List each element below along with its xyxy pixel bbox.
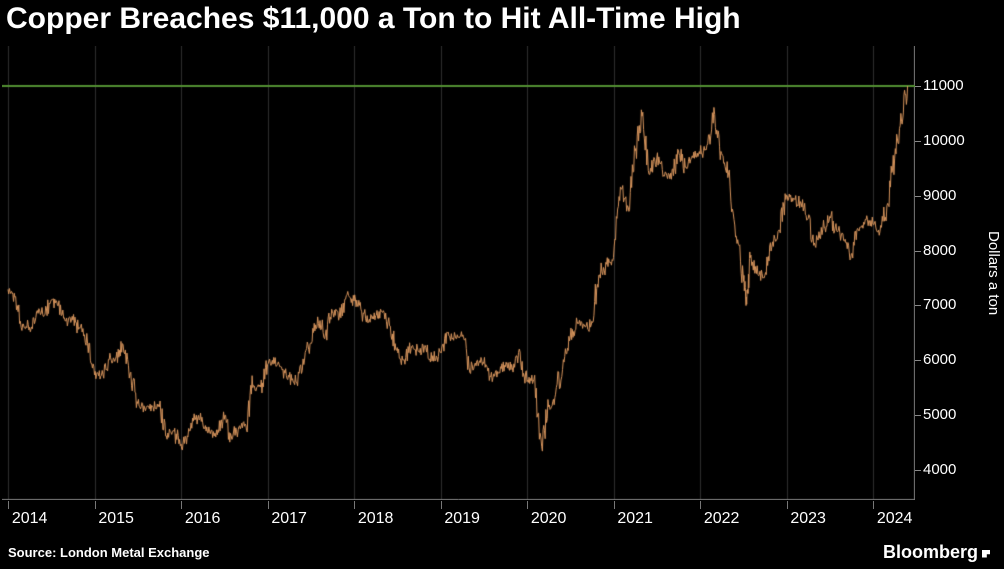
y-axis-tick-label: 7000 [923,296,957,314]
y-axis-tick [915,86,921,88]
y-axis-tick [915,250,921,252]
y-axis-tick [915,140,921,142]
x-axis-tick [700,501,701,509]
x-axis-tick-label: 2023 [790,510,826,527]
y-axis-tick-label: 8000 [923,241,957,259]
x-axis-tick [527,501,528,509]
x-axis-tick-label: 2016 [184,510,221,527]
y-axis-tick [915,415,921,416]
x-axis-tick-label: 2024 [876,510,913,527]
x-axis-tick-label: 2020 [530,510,567,527]
x-axis-tick [267,501,269,509]
x-axis-tick [873,501,874,509]
y-axis-tick-label: 5000 [923,406,957,423]
y-axis-tick [915,360,921,362]
x-axis-tick [786,501,788,509]
price-line-chart [2,46,915,500]
y-axis-tick-label: 10000 [923,131,965,149]
x-axis-tick [8,501,9,509]
source-label: Source: London Metal Exchange [8,545,210,560]
y-axis-tick-label: 4000 [923,460,957,478]
x-axis-tick-label: 2019 [444,510,480,527]
y-axis-tick-label: 9000 [923,186,957,204]
x-axis-tick [613,501,615,509]
y-axis-tick-label: 6000 [923,351,957,369]
x-axis-tick-label: 2021 [617,510,653,527]
y-axis-tick-label: 11000 [923,77,964,95]
x-axis-tick-label: 2015 [98,510,134,527]
y-axis-title: Dollars a ton [985,230,1002,316]
bloomberg-mark-icon [982,549,990,558]
bloomberg-wordmark: Bloomberg [882,542,978,562]
x-axis-tick [440,501,442,509]
y-axis-tick [915,469,921,471]
x-axis-tick-label: 2017 [271,510,307,527]
footer: Source: London Metal Exchange Bloomberg [0,541,1004,569]
x-axis-tick [94,501,96,509]
bloomberg-logo: Bloomberg [883,542,990,563]
x-axis-tick-label: 2018 [357,510,394,527]
chart-title: Copper Breaches $11,000 a Ton to Hit All… [6,2,741,35]
x-axis-tick [181,501,182,509]
y-axis-tick [915,195,921,197]
x-axis-tick-label: 2022 [703,510,740,527]
y-axis-tick [915,305,921,307]
x-axis-tick-label: 2014 [11,510,48,527]
x-axis-tick [354,501,355,509]
